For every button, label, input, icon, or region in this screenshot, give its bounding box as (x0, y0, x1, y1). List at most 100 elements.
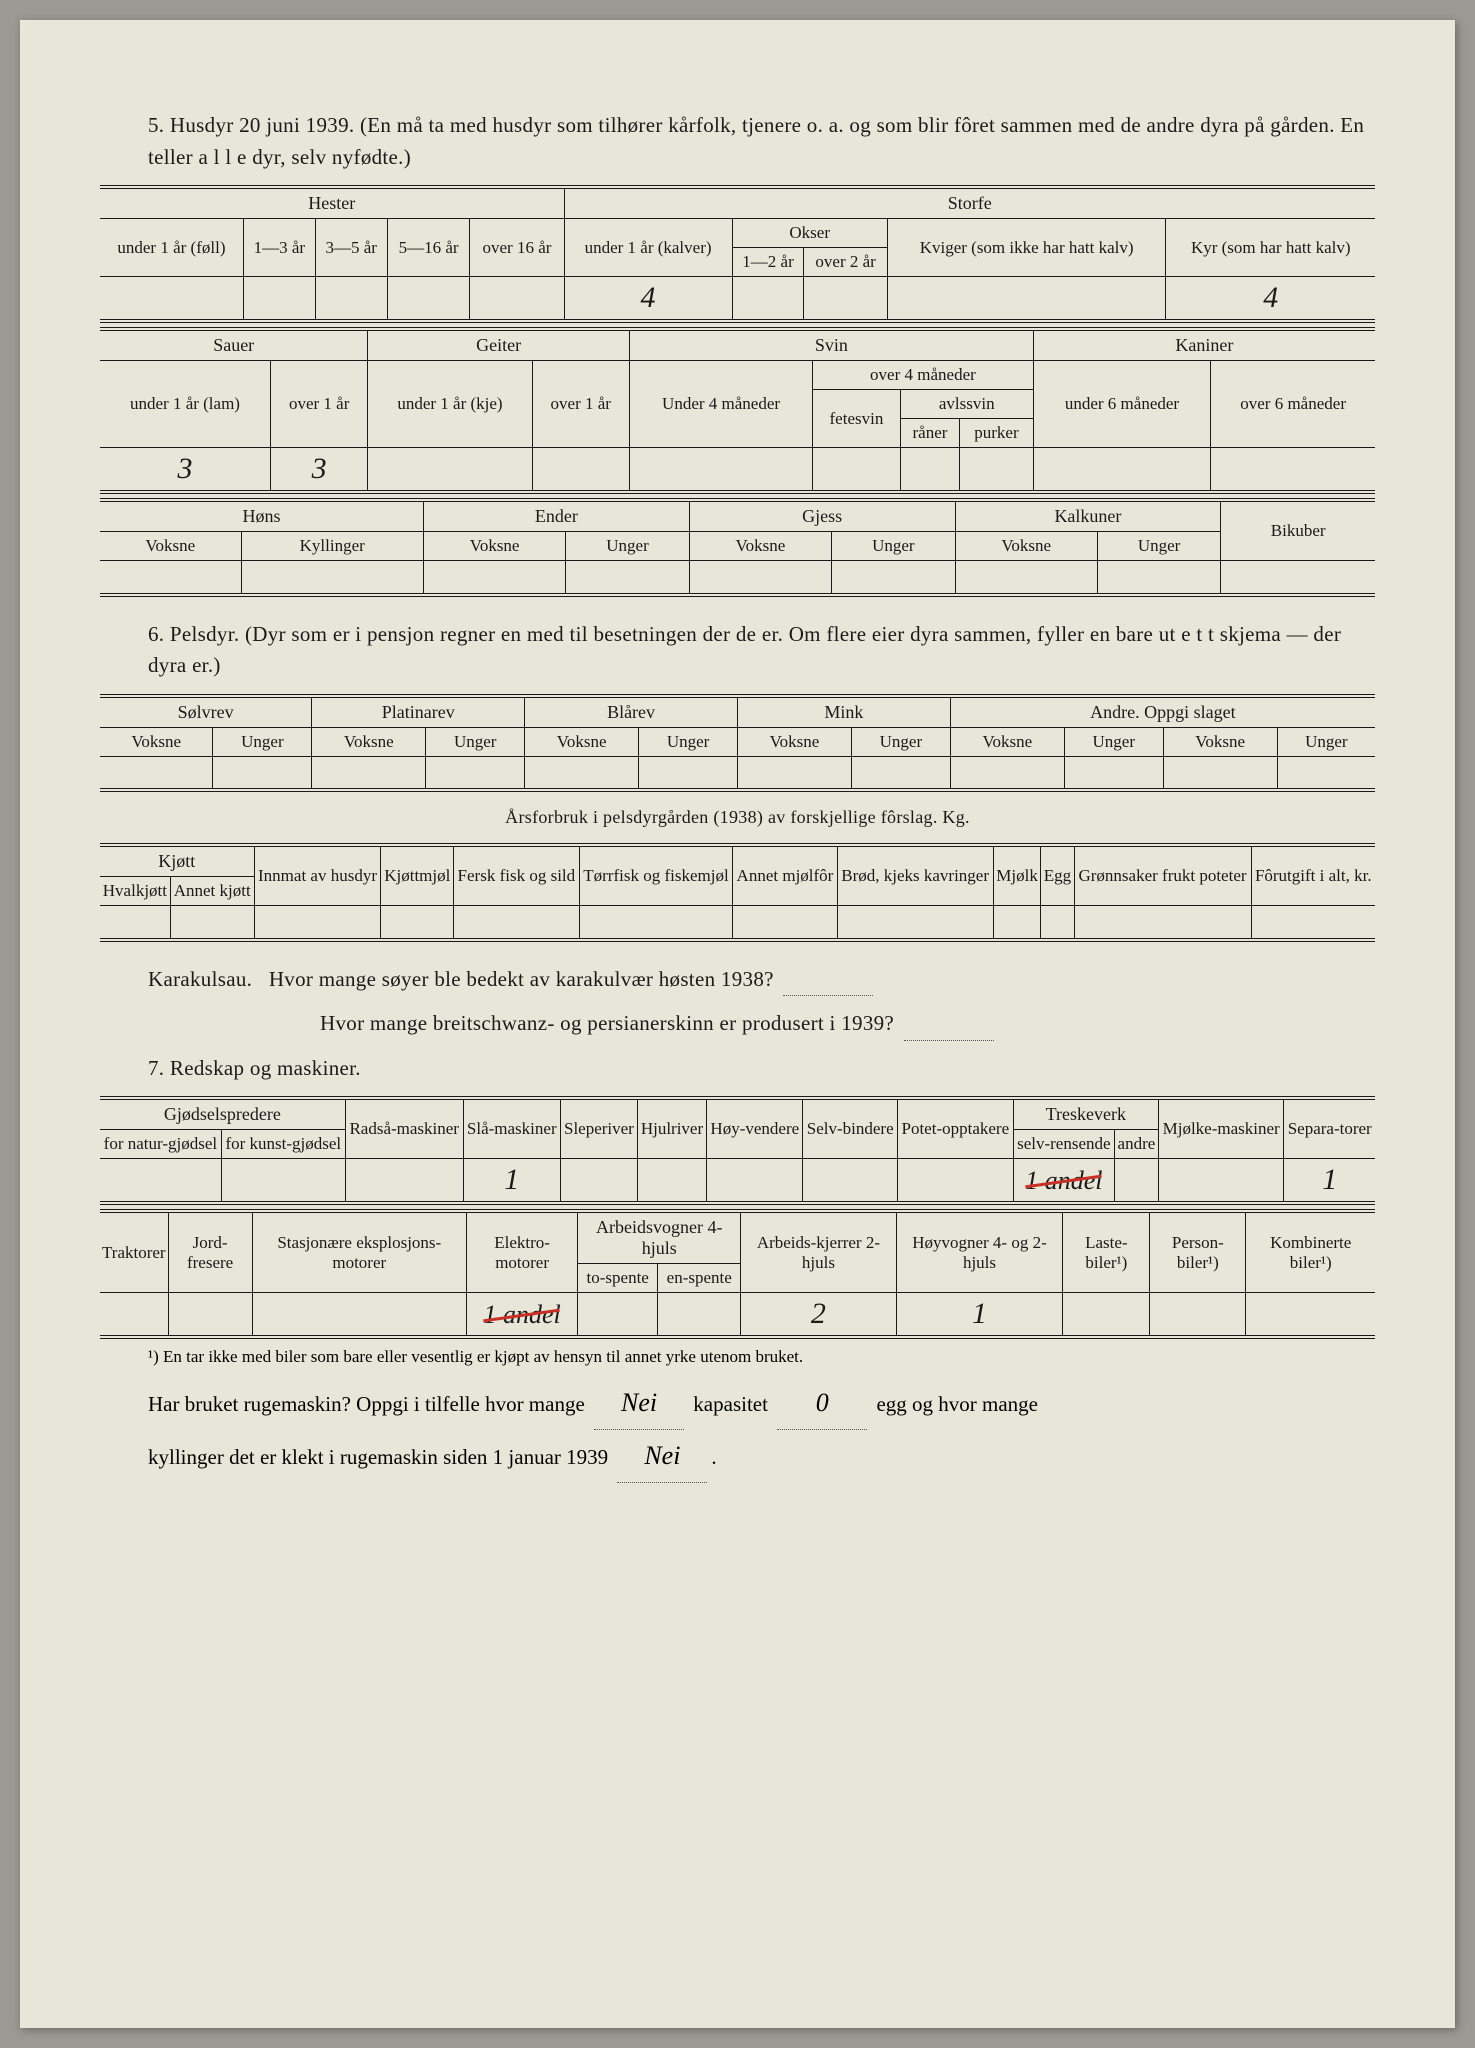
hdr-over16: over 16 år (470, 219, 564, 277)
cell (525, 756, 639, 790)
hdr-kjott: Kjøtt (100, 845, 254, 877)
hdr-vok: Voksne (950, 727, 1064, 756)
hdr-sauer-u1: under 1 år (lam) (100, 361, 270, 448)
hdr-voksne: Voksne (955, 532, 1097, 561)
hdr-komb: Kombinerte biler¹) (1246, 1211, 1375, 1293)
cell (1277, 756, 1375, 790)
scanned-form-page: 5. Husdyr 20 juni 1939. (En må ta med hu… (20, 20, 1455, 2028)
cell (241, 561, 423, 595)
cell (1041, 906, 1074, 940)
hdr-geiter: Geiter (368, 329, 630, 361)
hdr-3-5: 3—5 år (315, 219, 387, 277)
hdr-sleperiver: Sleperiver (560, 1098, 637, 1159)
cell (423, 561, 565, 595)
hdr-5-16: 5—16 år (387, 219, 470, 277)
cell (315, 277, 387, 322)
cell (243, 277, 315, 322)
cell (851, 756, 950, 790)
q-part4: kyllinger det er klekt i rugemaskin side… (148, 1445, 608, 1469)
section7-title: Redskap og maskiner. (170, 1056, 361, 1080)
cell (1158, 1159, 1284, 1204)
hdr-okser-1-2: 1—2 år (732, 248, 804, 277)
hdr-treske: Treskeverk (1013, 1098, 1158, 1130)
hdr-storfe: Storfe (564, 187, 1375, 219)
hdr-trak: Traktorer (100, 1211, 168, 1293)
cell (1150, 1293, 1246, 1338)
hdr-ung: Unger (426, 727, 525, 756)
hdr-ung: Unger (851, 727, 950, 756)
hdr-unger: Unger (832, 532, 955, 561)
hdr-gjodsel: Gjødselspredere (100, 1098, 345, 1130)
cell (566, 561, 689, 595)
cell (689, 561, 831, 595)
table-sauer-svin: Sauer Geiter Svin Kaniner under 1 år (la… (100, 327, 1375, 494)
cell (381, 906, 454, 940)
ans-nei2: Nei (617, 1430, 707, 1483)
hdr-en: en-spente (658, 1264, 741, 1293)
hdr-hester: Hester (100, 187, 564, 219)
cell (1097, 561, 1220, 595)
hdr-fersk: Fersk fisk og sild (454, 845, 579, 906)
cell (837, 906, 993, 940)
cell-elektro: 1 andel (466, 1293, 577, 1338)
hdr-kan-u6: under 6 måneder (1033, 361, 1211, 448)
cell-hoyv: 1 (896, 1293, 1063, 1338)
cell (100, 1159, 221, 1204)
hdr-torr: Tørrfisk og fiskemjøl (579, 845, 733, 906)
cell (1251, 906, 1375, 940)
hdr-vok: Voksne (1163, 727, 1277, 756)
cell (532, 448, 629, 493)
hdr-hval: Hvalkjøtt (100, 877, 170, 906)
hdr-voksne: Voksne (423, 532, 565, 561)
hdr-andre: Andre. Oppgi slaget (950, 696, 1375, 728)
hdr-under1-kalver: under 1 år (kalver) (564, 219, 732, 277)
hdr-selvb: Selv-bindere (803, 1098, 897, 1159)
cell-kalver: 4 (564, 277, 732, 322)
cell (887, 277, 1166, 322)
cell (637, 1159, 706, 1204)
hdr-egg: Egg (1041, 845, 1074, 906)
hdr-gjess: Gjess (689, 500, 955, 532)
hdr-kalkuner: Kalkuner (955, 500, 1221, 532)
cell (100, 756, 213, 790)
cell (804, 277, 887, 322)
table-fjorfe: Høns Ender Gjess Kalkuner Bikuber Voksne… (100, 498, 1375, 597)
cell (578, 1293, 658, 1338)
cell (1074, 906, 1251, 940)
hdr-kviger: Kviger (som ikke har hatt kalv) (887, 219, 1166, 277)
hdr-avlssvin: avlssvin (900, 390, 1033, 419)
hdr-kyllinger: Kyllinger (241, 532, 423, 561)
section5-title: Husdyr 20 juni 1939. (En må ta med husdy… (148, 113, 1364, 169)
section5-number: 5. (148, 113, 164, 137)
cell (1114, 1159, 1158, 1204)
section6-heading: 6. Pelsdyr. (Dyr som er i pensjon regner… (100, 619, 1375, 682)
karakul-line1: Karakulsau. Hvor mange søyer ble bedekt … (100, 964, 1375, 997)
hdr-svin: Svin (629, 329, 1033, 361)
table-hester-storfe: Hester Storfe under 1 år (føll) 1—3 år 3… (100, 185, 1375, 323)
section6-title: Pelsdyr. (Dyr som er i pensjon regner en… (148, 622, 1341, 678)
hdr-solvrev: Sølvrev (100, 696, 312, 728)
hdr-hons: Høns (100, 500, 423, 532)
hdr-unger: Unger (566, 532, 689, 561)
cell (1063, 1293, 1150, 1338)
footnote-1: ¹) En tar ikke med biler som bare eller … (100, 1347, 1375, 1367)
cell (560, 1159, 637, 1204)
hdr-jord: Jord-fresere (168, 1211, 252, 1293)
hdr-t1: selv-rensende (1013, 1130, 1114, 1159)
hdr-ung: Unger (1064, 727, 1163, 756)
hdr-vok: Voksne (100, 727, 213, 756)
hdr-arbv: Arbeidsvogner 4-hjuls (578, 1211, 741, 1264)
cell (813, 448, 901, 493)
table-pelsdyr: Sølvrev Platinarev Blårev Mink Andre. Op… (100, 694, 1375, 793)
hdr-fetesvin: fetesvin (813, 390, 901, 448)
hdr-g2: for kunst-gjødsel (221, 1130, 345, 1159)
hdr-stasj: Stasjonære eksplosjons-motorer (252, 1211, 466, 1293)
karakul-q2-blank (904, 1008, 994, 1041)
hdr-purker: purker (960, 419, 1034, 448)
hdr-innmat: Innmat av husdyr (254, 845, 381, 906)
hdr-unger: Unger (1097, 532, 1220, 561)
hdr-okser-over2: over 2 år (804, 248, 887, 277)
cell (252, 1293, 466, 1338)
rugemaskin-line1: Har bruket rugemaskin? Oppgi i tilfelle … (100, 1377, 1375, 1430)
ans-nei1: Nei (594, 1377, 684, 1430)
